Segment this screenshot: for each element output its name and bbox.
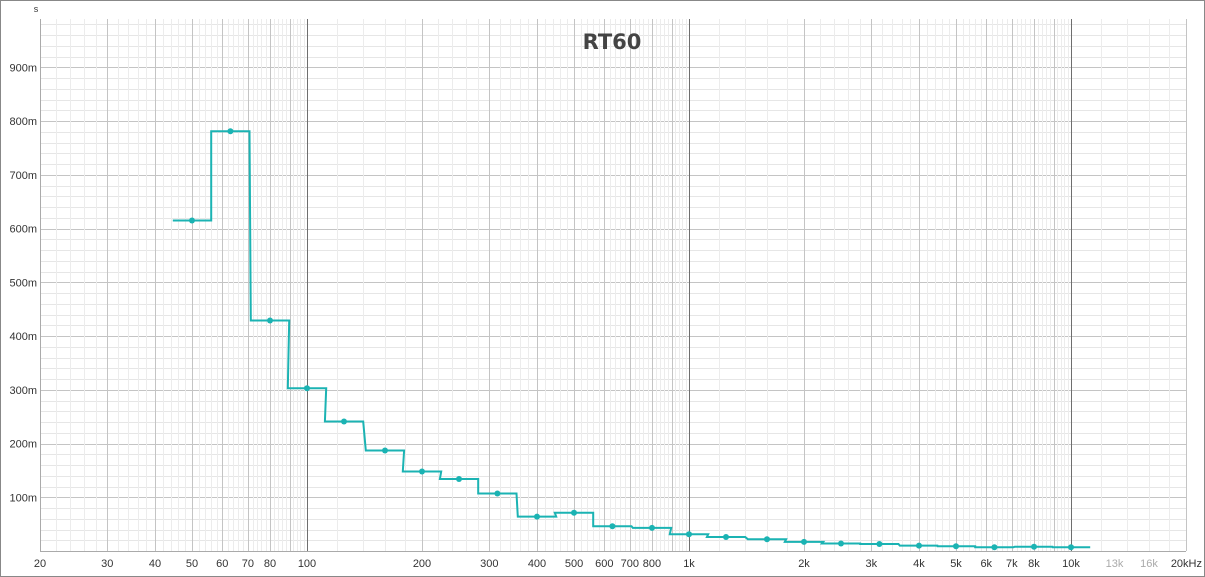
x-tick-label: 10k	[1062, 558, 1080, 570]
rt60-data-point	[534, 513, 540, 520]
y-tick-label: 400m	[9, 331, 37, 343]
x-tick-label: 50	[186, 558, 198, 570]
x-tick-label: 13k	[1106, 558, 1124, 570]
rt60-data-point	[916, 542, 922, 549]
x-tick-label: 200	[413, 558, 431, 570]
rt60-data-point	[571, 509, 577, 516]
x-tick-label: 600	[595, 558, 613, 570]
y-tick-label: 700m	[9, 170, 37, 182]
x-tick-label: 1k	[683, 558, 695, 570]
x-tick-label: 400	[528, 558, 546, 570]
x-tick-label: 2k	[798, 558, 810, 570]
rt60-data-point	[494, 490, 501, 497]
x-tick-label: 20	[34, 558, 46, 570]
rt60-data-point	[267, 317, 273, 324]
chart-title: RT60	[583, 30, 642, 54]
plot-area	[40, 19, 1186, 551]
y-tick-label: 200m	[9, 439, 37, 451]
x-tick-label: 3k	[865, 558, 877, 570]
x-tick-label: 4k	[913, 558, 925, 570]
rt60-data-point	[382, 447, 388, 454]
rt60-data-point	[876, 541, 883, 547]
rt60-data-point	[764, 536, 770, 543]
grid-layer	[40, 19, 1187, 552]
x-tick-label: 5k	[950, 558, 962, 570]
x-tick-label: 700	[621, 558, 639, 570]
rt60-data-point	[991, 544, 998, 551]
rt60-data-point	[686, 531, 692, 538]
series-layer	[172, 128, 1091, 551]
rt60-data-point	[1031, 543, 1037, 550]
x-tick-label: 40	[149, 558, 161, 570]
x-tick-label: 6k	[980, 558, 992, 570]
rt60-data-point	[341, 418, 347, 425]
rt60-data-point	[649, 524, 655, 531]
y-tick-label: 300m	[9, 385, 37, 397]
x-tick-label: 8k	[1028, 558, 1040, 570]
rt60-data-point	[419, 468, 425, 475]
rt60-data-point	[609, 523, 616, 530]
rt60-data-point	[953, 543, 959, 550]
rt60-data-point	[838, 540, 844, 547]
rt60-data-point	[304, 385, 310, 392]
x-tick-label: 80	[264, 558, 276, 570]
tick-layer: 100m 200m 300m 400m 500m 600m 700m 800m 900m 20 30…	[9, 62, 1202, 570]
x-tick-label: 70	[242, 558, 254, 570]
x-tick-label: 20kHz	[1171, 558, 1202, 570]
y-axis-unit: s	[34, 4, 39, 14]
x-tick-label: 16k	[1140, 558, 1158, 570]
rt60-data-point	[801, 538, 807, 545]
x-tick-label: 300	[480, 558, 498, 570]
rt60-data-point	[189, 217, 195, 224]
x-tick-label: 60	[216, 558, 228, 570]
y-tick-label: 600m	[9, 224, 37, 236]
x-tick-label: 30	[101, 558, 113, 570]
rt60-series-line	[172, 130, 1091, 549]
y-tick-label: 800m	[9, 116, 37, 128]
rt60-data-point	[723, 534, 729, 540]
x-tick-label: 7k	[1006, 558, 1018, 570]
rt60-data-point	[227, 128, 234, 135]
y-tick-label: 900m	[9, 62, 37, 74]
y-tick-label: 100m	[9, 492, 37, 504]
y-tick-label: 500m	[9, 277, 37, 289]
x-tick-label: 500	[565, 558, 583, 570]
rt60-data-point	[456, 476, 462, 482]
x-tick-label: 100	[298, 558, 316, 570]
rt60-data-point	[1068, 544, 1074, 551]
x-tick-label: 800	[643, 558, 661, 570]
